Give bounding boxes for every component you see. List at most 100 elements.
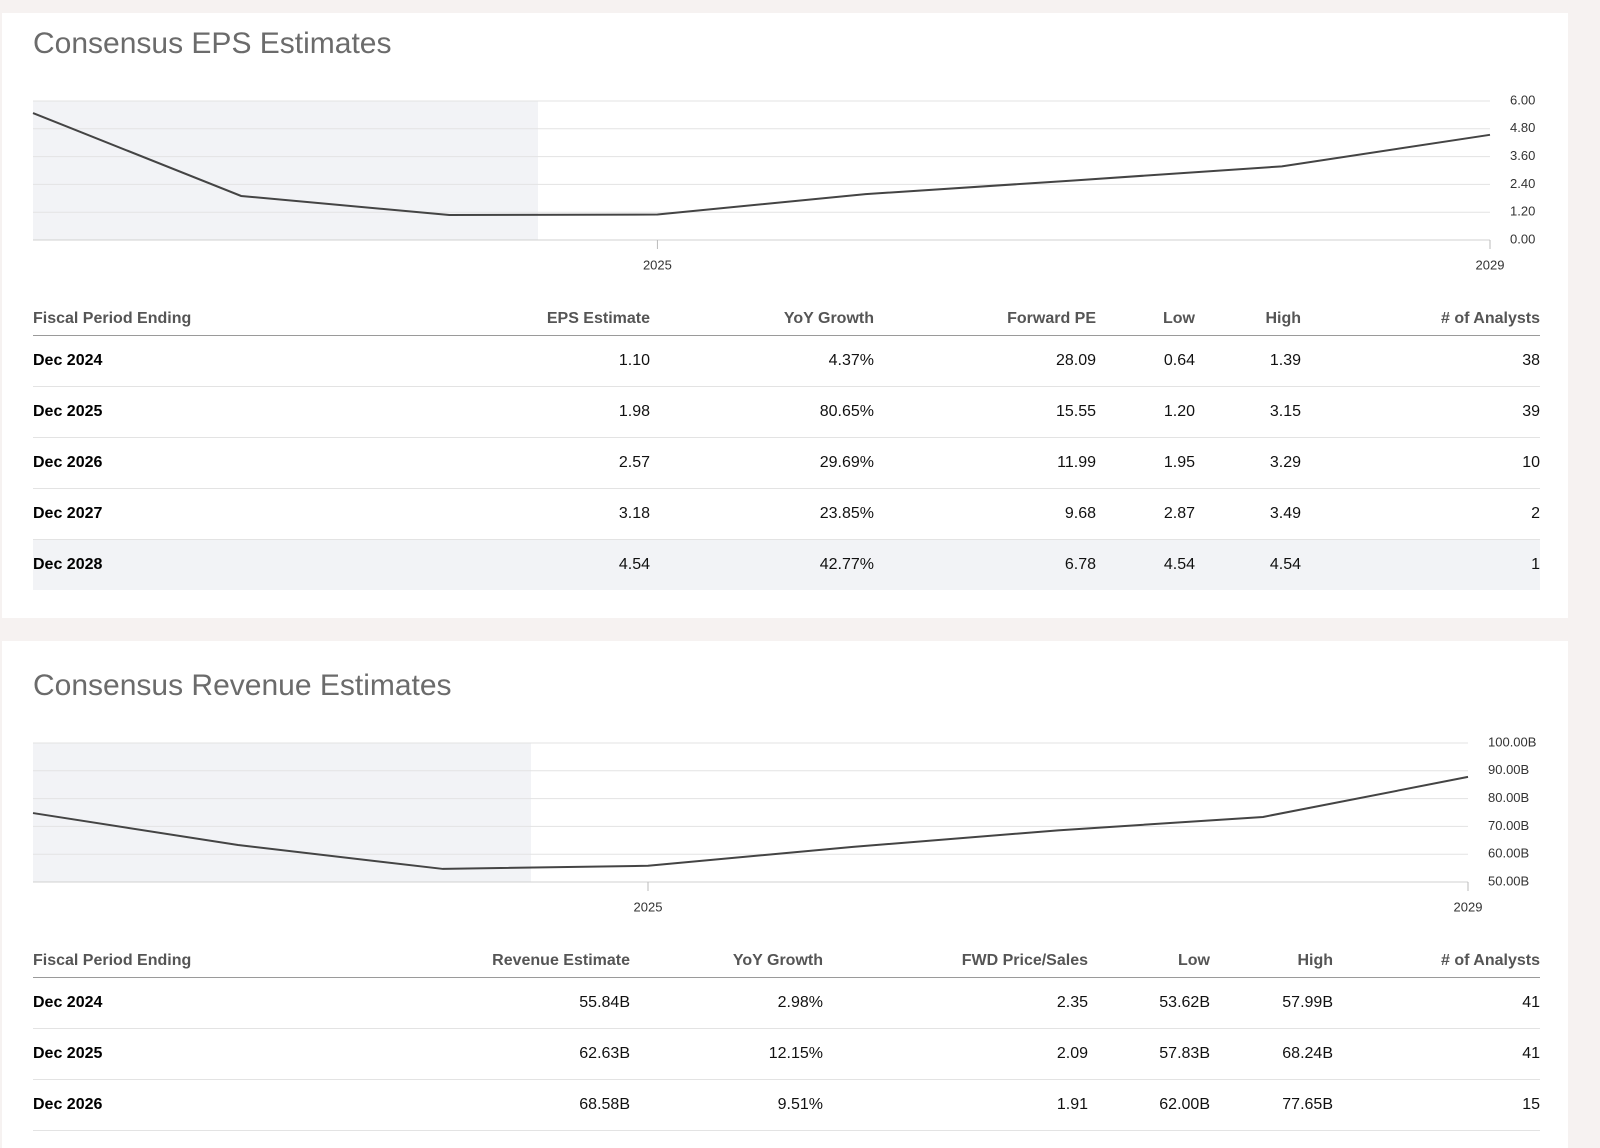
table-cell: 41 [1333,1028,1540,1080]
column-header: YoY Growth [630,944,823,978]
table-row: Dec 2025 1.98 80.65% 15.55 1.20 3.15 39 [33,386,1540,438]
table-cell: 1.91 [823,1079,1088,1131]
y-tick-label: 1.20 [1510,204,1535,219]
table-cell: 2.98% [630,977,823,1029]
table-cell: 77.65B [1210,1079,1333,1131]
table-row: Dec 2025 62.63B 12.15% 2.09 57.83B 68.24B 41 [33,1028,1540,1080]
column-header: Fiscal Period Ending [33,944,433,978]
table-body: Dec 2024 1.10 4.37% 28.09 0.64 1.39 38 Dec 2025… [33,335,1540,590]
table-cell: 3.18 [433,488,650,540]
table-cell: 41 [1333,977,1540,1029]
table-row: Dec 2024 55.84B 2.98% 2.35 53.62B 57.99B 41 [33,977,1540,1029]
section-title: Consensus EPS Estimates [33,27,392,60]
table-cell: 53.62B [1088,977,1210,1029]
y-tick-label: 3.60 [1510,148,1535,163]
table-cell: Dec 2024 [33,977,433,1029]
table-cell: 28.09 [874,335,1096,387]
table-cell: 3.15 [1195,386,1301,438]
y-tick-label: 90.00B [1488,762,1529,777]
y-tick-label: 50.00B [1488,873,1529,888]
y-tick-label: 6.00 [1510,92,1535,107]
table-cell: 29.69% [650,437,874,489]
x-tick-label: 2025 [643,257,672,272]
table-cell: 1.20 [1096,386,1195,438]
table-cell: 62.63B [433,1028,630,1080]
table-row: Dec 2028 4.54 42.77% 6.78 4.54 4.54 1 [33,539,1540,590]
table-cell: 62.00B [1088,1079,1210,1131]
line-series [32,775,1469,870]
table-cell: 3.49 [1195,488,1301,540]
table-cell: 15.55 [874,386,1096,438]
header-row: Fiscal Period Ending EPS Estimate YoY Grow… [33,302,1540,336]
table-body: Dec 2024 55.84B 2.98% 2.35 53.62B 57.99B 41 Dec… [33,977,1540,1131]
column-header: EPS Estimate [433,302,650,336]
eps-table: Fiscal Period Ending EPS Estimate YoY Grow… [33,302,1540,590]
table-cell: 68.58B [433,1079,630,1131]
revenue-table: Fiscal Period Ending Revenue Estimate YoY … [33,944,1540,1131]
table-cell: Dec 2024 [33,335,433,387]
section-title: Consensus Revenue Estimates [33,669,452,702]
table-cell: 15 [1333,1079,1540,1131]
table-header: Fiscal Period Ending Revenue Estimate YoY … [33,944,1540,978]
table-cell: 0.64 [1096,335,1195,387]
table-row: Dec 2024 1.10 4.37% 28.09 0.64 1.39 38 [33,335,1540,387]
table-cell: 4.54 [433,539,650,590]
table-cell: 80.65% [650,386,874,438]
column-header: Forward PE [874,302,1096,336]
table-cell: 2.35 [823,977,1088,1029]
table-cell: 2.87 [1096,488,1195,540]
table-cell: 12.15% [630,1028,823,1080]
table-cell: 4.37% [650,335,874,387]
column-header: Low [1088,944,1210,978]
table-cell: 3.29 [1195,437,1301,489]
table-cell: 2.09 [823,1028,1088,1080]
table-cell: 2.57 [433,437,650,489]
column-header: Revenue Estimate [433,944,630,978]
y-tick-label: 60.00B [1488,846,1529,861]
y-tick-label: 2.40 [1510,176,1535,191]
table-cell: 11.99 [874,437,1096,489]
column-header: YoY Growth [650,302,874,336]
y-tick-label: 4.80 [1510,120,1535,135]
past-shade [33,101,538,240]
past-shade [33,743,531,882]
table-cell: 1 [1301,539,1540,590]
table-cell: 6.78 [874,539,1096,590]
y-tick-label: 70.00B [1488,818,1529,833]
column-header: FWD Price/Sales [823,944,1088,978]
column-header: # of Analysts [1333,944,1540,978]
table-cell: 68.24B [1210,1028,1333,1080]
y-tick-label: 0.00 [1510,231,1535,246]
table-cell: 38 [1301,335,1540,387]
column-header: High [1210,944,1333,978]
y-tick-label: 100.00B [1488,734,1536,749]
table-cell: 1.39 [1195,335,1301,387]
table-row: Dec 2027 3.18 23.85% 9.68 2.87 3.49 2 [33,488,1540,540]
y-tick-label: 80.00B [1488,790,1529,805]
table-cell: 23.85% [650,488,874,540]
column-header: Low [1096,302,1195,336]
column-header: High [1195,302,1301,336]
table-cell: 9.51% [630,1079,823,1131]
table-cell: Dec 2026 [33,1079,433,1131]
table-cell: 4.54 [1195,539,1301,590]
x-tick-label: 2029 [1454,899,1483,914]
table-cell: Dec 2025 [33,386,433,438]
table-cell: 1.98 [433,386,650,438]
table-cell: Dec 2025 [33,1028,433,1080]
table-cell: 39 [1301,386,1540,438]
table-cell: 42.77% [650,539,874,590]
table-cell: 1.95 [1096,437,1195,489]
table-cell: 9.68 [874,488,1096,540]
table-cell: Dec 2026 [33,437,433,489]
table-cell: 10 [1301,437,1540,489]
x-tick-label: 2029 [1476,257,1505,272]
table-cell: 1.10 [433,335,650,387]
table-header: Fiscal Period Ending EPS Estimate YoY Grow… [33,302,1540,336]
column-header: Fiscal Period Ending [33,302,433,336]
table-cell: 57.99B [1210,977,1333,1029]
line-series [32,112,1491,216]
header-row: Fiscal Period Ending Revenue Estimate YoY … [33,944,1540,978]
